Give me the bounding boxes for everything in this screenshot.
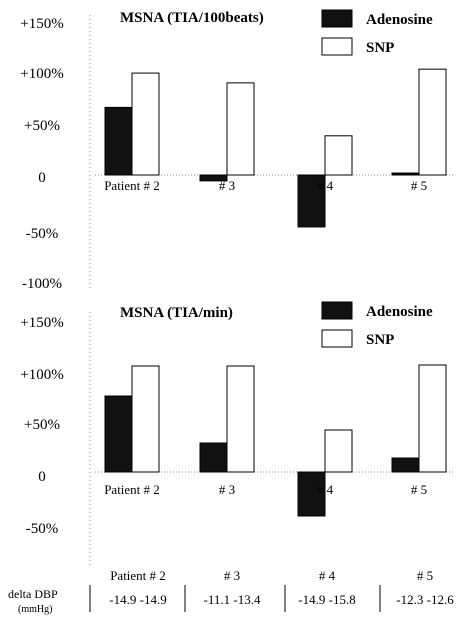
- y-tick-label: +100%: [20, 66, 63, 82]
- bar-snp-5: [418, 68, 447, 176]
- x-category-label: # 3: [219, 178, 235, 193]
- y-tick-label: -50%: [26, 521, 59, 537]
- delta-dbp-table: delta DBP (mmHg) Patient # 2 -14.9 -14.9 #…: [8, 568, 454, 615]
- legend-label-snp: SNP: [366, 40, 394, 56]
- bar-snp-4: [324, 135, 353, 176]
- x-category-label: # 3: [219, 482, 235, 497]
- chart-title: MSNA (TIA/100beats): [120, 10, 264, 26]
- table-cell: -12.3 -12.6: [396, 592, 454, 607]
- y-tick-label: -50%: [26, 226, 59, 242]
- y-tick-label: 0: [38, 469, 46, 485]
- bar-adenosine-4: [297, 174, 326, 228]
- legend-swatch-adenosine: [321, 301, 353, 320]
- bar-adenosine-2: [104, 106, 133, 176]
- legend-label-adenosine: Adenosine: [366, 304, 433, 320]
- bar-adenosine-4: [297, 471, 326, 517]
- x-category-label: Patient # 2: [104, 178, 160, 193]
- bar-adenosine-3: [199, 174, 228, 182]
- table-header: # 3: [224, 568, 240, 583]
- legend-swatch-snp: [321, 329, 353, 348]
- x-category-label: # 5: [411, 482, 427, 497]
- table-header: # 4: [319, 568, 336, 583]
- y-tick-label: 0: [38, 170, 46, 186]
- chart-msna-100beats: MSNA (TIA/100beats) Adenosine SNP +150% +…: [20, 9, 455, 292]
- bar-adenosine-3: [199, 442, 228, 473]
- y-tick-label: +100%: [20, 367, 63, 383]
- bar-snp-4: [324, 429, 353, 473]
- bar-adenosine-2: [104, 395, 133, 473]
- y-tick-label: +50%: [24, 417, 60, 433]
- y-tick-label: +50%: [24, 118, 60, 134]
- chart-title: MSNA (TIA/min): [120, 305, 233, 321]
- bar-snp-5: [418, 364, 447, 473]
- y-tick-label: +150%: [20, 16, 63, 32]
- x-category-label: # 4: [317, 178, 334, 193]
- bar-adenosine-5: [391, 457, 420, 473]
- y-tick-label: +150%: [20, 315, 63, 331]
- table-cell: -14.9 -15.8: [298, 592, 355, 607]
- bar-snp-2: [131, 365, 160, 473]
- table-header: Patient # 2: [110, 568, 166, 583]
- bar-adenosine-5: [391, 172, 420, 176]
- table-unit: (mmHg): [18, 604, 52, 615]
- legend-swatch-adenosine: [321, 9, 353, 28]
- table-header: # 5: [417, 568, 433, 583]
- table-label: delta DBP: [8, 587, 58, 601]
- bar-snp-3: [226, 82, 255, 176]
- legend-label-snp: SNP: [366, 332, 394, 348]
- legend-label-adenosine: Adenosine: [366, 12, 433, 28]
- bar-snp-3: [226, 365, 255, 473]
- chart-msna-min: MSNA (TIA/min) Adenosine SNP +150% +100% +…: [20, 301, 455, 565]
- x-category-label: # 5: [411, 178, 427, 193]
- table-cell: -11.1 -13.4: [204, 592, 261, 607]
- x-category-label: # 4: [317, 482, 334, 497]
- legend-swatch-snp: [321, 37, 353, 56]
- table-cell: -14.9 -14.9: [109, 592, 166, 607]
- x-category-label: Patient # 2: [104, 482, 160, 497]
- bar-snp-2: [131, 72, 160, 176]
- y-tick-label: -100%: [22, 276, 62, 292]
